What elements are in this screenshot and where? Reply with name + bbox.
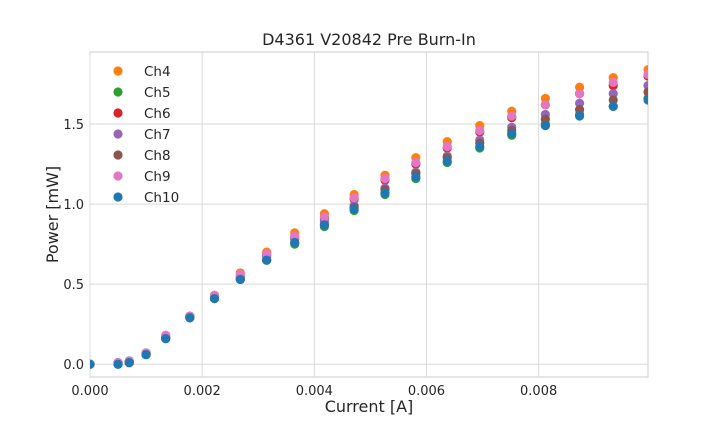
data-point bbox=[380, 188, 390, 198]
x-tick-label: 0.008 bbox=[520, 384, 557, 399]
y-axis-ticks: 0.0 0.5 1.0 1.5 bbox=[63, 118, 84, 373]
y-tick-label: 1.0 bbox=[63, 198, 84, 213]
data-point bbox=[319, 220, 330, 230]
data-point bbox=[185, 313, 195, 323]
data-point bbox=[608, 101, 618, 112]
x-tick-label: 0.000 bbox=[71, 384, 108, 399]
data-point bbox=[411, 172, 421, 182]
legend-label: Ch6 bbox=[144, 106, 171, 122]
data-point bbox=[574, 98, 585, 108]
data-point bbox=[161, 333, 171, 344]
x-tick-label: 0.006 bbox=[408, 384, 445, 399]
legend-marker bbox=[113, 87, 123, 97]
data-point bbox=[507, 111, 517, 121]
data-point bbox=[507, 129, 517, 139]
data-point bbox=[574, 89, 585, 99]
y-tick-label: 0.0 bbox=[63, 358, 84, 373]
data-point bbox=[141, 349, 151, 360]
legend-marker bbox=[113, 192, 123, 202]
x-axis-title: Current [A] bbox=[325, 397, 414, 416]
x-tick-label: 0.004 bbox=[296, 384, 333, 399]
legend-item: Ch9 bbox=[113, 169, 171, 185]
data-point bbox=[262, 249, 272, 259]
legend-label: Ch5 bbox=[144, 85, 171, 101]
y-axis-title: Power [mW] bbox=[43, 166, 62, 263]
data-point bbox=[475, 141, 485, 152]
data-point bbox=[574, 105, 585, 115]
legend-marker bbox=[113, 171, 123, 181]
data-point bbox=[442, 156, 452, 166]
legend-item: Ch8 bbox=[113, 148, 171, 164]
data-point bbox=[574, 82, 585, 92]
data-point bbox=[90, 359, 95, 369]
legend-marker bbox=[113, 129, 123, 139]
data-point bbox=[349, 204, 359, 214]
data-point bbox=[113, 359, 123, 369]
legend-label: Ch10 bbox=[144, 190, 179, 206]
x-axis-ticks: 0.000 0.002 0.004 0.006 0.008 bbox=[71, 384, 557, 399]
series-ch10 bbox=[90, 95, 648, 369]
data-point bbox=[262, 255, 272, 265]
data-point bbox=[290, 237, 300, 248]
data-point bbox=[290, 231, 300, 241]
data-point bbox=[235, 274, 245, 284]
x-tick-label: 0.002 bbox=[184, 384, 221, 399]
chart-title: D4361 V20842 Pre Burn-In bbox=[262, 30, 476, 49]
legend-item: Ch7 bbox=[113, 127, 171, 143]
data-point bbox=[643, 87, 648, 97]
data-point bbox=[643, 95, 648, 105]
data-point bbox=[608, 95, 618, 105]
grid-lines bbox=[89, 52, 648, 377]
data-point bbox=[349, 193, 359, 203]
data-point bbox=[124, 357, 134, 368]
data-point bbox=[380, 173, 390, 184]
legend-item: Ch4 bbox=[113, 64, 171, 80]
legend-label: Ch9 bbox=[144, 169, 171, 185]
data-point bbox=[608, 77, 618, 88]
legend-label: Ch7 bbox=[144, 127, 171, 143]
y-tick-label: 1.5 bbox=[63, 118, 84, 133]
legend: Ch4 Ch5 Ch6 Ch7 Ch8 Ch9 Ch10 bbox=[113, 64, 179, 206]
legend-item: Ch6 bbox=[113, 106, 171, 122]
data-point bbox=[442, 141, 452, 152]
data-point bbox=[319, 212, 330, 222]
legend-marker bbox=[113, 108, 123, 118]
legend-label: Ch4 bbox=[144, 64, 171, 80]
data-point bbox=[540, 100, 550, 110]
data-point bbox=[540, 121, 550, 131]
data-point bbox=[540, 114, 550, 124]
data-point bbox=[574, 111, 585, 121]
data-point bbox=[475, 125, 485, 136]
legend-item: Ch10 bbox=[113, 190, 179, 206]
legend-marker bbox=[113, 150, 123, 160]
data-points bbox=[90, 65, 648, 369]
legend-marker bbox=[113, 66, 123, 76]
legend-item: Ch5 bbox=[113, 85, 171, 101]
data-point bbox=[540, 93, 550, 104]
data-point bbox=[411, 157, 421, 168]
y-tick-label: 0.5 bbox=[63, 278, 84, 293]
data-point bbox=[608, 89, 618, 99]
plot-area bbox=[89, 51, 649, 378]
data-point bbox=[209, 293, 220, 304]
data-point bbox=[643, 69, 648, 80]
legend-label: Ch8 bbox=[144, 148, 171, 164]
